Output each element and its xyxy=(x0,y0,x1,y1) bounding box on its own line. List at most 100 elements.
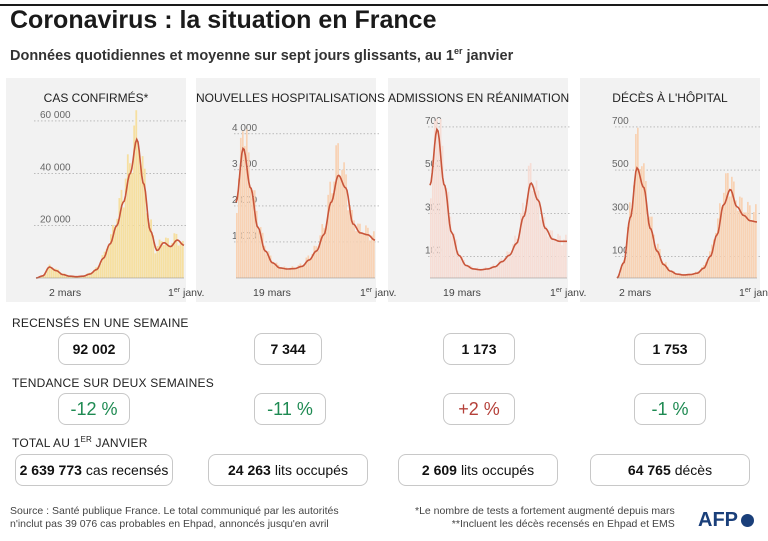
daily-bar-deaths xyxy=(655,247,657,278)
daily-bar-icu xyxy=(441,145,444,278)
daily-bar-deaths xyxy=(755,204,757,278)
daily-bar-hospitalisations xyxy=(311,253,314,278)
chart-title-icu: ADMISSIONS EN RÉANIMATION xyxy=(388,91,570,105)
chart-title-deaths: DÉCÈS À L'HÔPITAL xyxy=(612,91,728,105)
daily-bar-cases xyxy=(52,268,55,278)
daily-bar-icu xyxy=(453,233,456,278)
trend-box-deaths: -1 % xyxy=(634,393,706,425)
daily-bar-deaths xyxy=(673,271,675,278)
daily-bar-icu xyxy=(555,240,557,278)
daily-bar-icu xyxy=(455,239,458,278)
daily-bar-cases xyxy=(175,233,178,278)
daily-bar-hospitalisations xyxy=(249,187,252,278)
daily-bar-icu xyxy=(531,190,534,278)
daily-bar-cases xyxy=(150,219,152,278)
daily-bar-deaths xyxy=(703,264,705,278)
daily-bar-deaths xyxy=(749,205,751,278)
daily-bar-deaths xyxy=(625,257,627,278)
daily-bar-cases xyxy=(135,110,138,278)
avg-line-hospitalisations xyxy=(235,146,376,270)
avg-line-icu xyxy=(429,127,567,271)
daily-bar-cases xyxy=(97,266,100,278)
daily-bar-deaths xyxy=(717,218,719,278)
daily-bar-cases xyxy=(101,255,104,278)
daily-bar-cases xyxy=(181,240,184,278)
daily-bar-icu xyxy=(447,191,450,278)
daily-bar-icu xyxy=(476,267,479,278)
daily-bar-cases xyxy=(160,241,163,278)
daily-bar-hospitalisations xyxy=(283,266,286,278)
daily-bar-icu xyxy=(443,184,446,278)
daily-bar-deaths xyxy=(737,210,739,278)
daily-bar-deaths xyxy=(671,270,673,278)
trend-box-cases: -12 % xyxy=(58,393,130,425)
daily-bar-icu xyxy=(559,235,561,278)
daily-bar-deaths xyxy=(753,212,755,278)
daily-bar-deaths xyxy=(741,197,743,278)
daily-bar-icu xyxy=(512,244,514,278)
daily-bar-hospitalisations xyxy=(371,235,373,278)
daily-bar-icu xyxy=(547,236,550,278)
daily-bar-cases xyxy=(110,234,112,278)
daily-bar-deaths xyxy=(635,133,637,278)
daily-bar-icu xyxy=(478,268,481,278)
ytick-label-icu: 700 xyxy=(425,116,442,127)
daily-bar-hospitalisations xyxy=(297,265,300,278)
daily-bar-deaths xyxy=(629,202,631,278)
daily-bar-deaths xyxy=(705,262,707,278)
daily-bar-icu xyxy=(539,219,542,278)
daily-bar-deaths xyxy=(659,248,661,278)
daily-bar-icu xyxy=(469,265,471,278)
chart-deaths: 100 300 500 700 2 mars 1er janv. xyxy=(612,116,768,299)
daily-bar-deaths xyxy=(643,163,645,278)
daily-bar-deaths xyxy=(675,273,677,278)
daily-bar-cases xyxy=(173,233,176,278)
ytick-label-cases: 20 000 xyxy=(40,215,71,226)
daily-bar-hospitalisations xyxy=(285,267,288,278)
daily-bar-cases xyxy=(59,272,62,278)
xtick-label-end-cases: 1er janv. xyxy=(168,287,204,299)
daily-bar-hospitalisations xyxy=(303,264,306,278)
total-value-hospitalisations: 24 263 xyxy=(228,462,271,478)
daily-bar-hospitalisations xyxy=(241,131,244,278)
daily-bar-icu xyxy=(523,210,526,278)
daily-bar-deaths xyxy=(723,192,725,278)
daily-bar-deaths xyxy=(701,267,703,278)
daily-bar-hospitalisations xyxy=(279,267,282,278)
daily-bar-hospitalisations xyxy=(259,227,262,278)
daily-bar-icu xyxy=(496,265,499,278)
daily-bar-hospitalisations xyxy=(275,262,278,278)
row-label-trend: TENDANCE SUR DEUX SEMAINES xyxy=(12,376,214,390)
daily-bar-icu xyxy=(486,267,489,278)
daily-bar-icu xyxy=(508,251,510,278)
daily-bar-hospitalisations xyxy=(349,206,351,278)
daily-bar-icu xyxy=(482,268,485,278)
daily-bar-cases xyxy=(141,156,144,278)
daily-bar-cases xyxy=(61,273,64,278)
daily-bar-icu xyxy=(433,120,436,278)
daily-bar-hospitalisations xyxy=(307,255,310,278)
daily-bar-hospitalisations xyxy=(343,162,345,278)
daily-bar-hospitalisations xyxy=(315,246,318,278)
xtick-label-start-icu: 19 mars xyxy=(443,287,481,299)
daily-bar-hospitalisations xyxy=(317,250,320,278)
ytick-label-hospitalisations: 4 000 xyxy=(232,123,257,134)
xtick-label-end-hospitalisations: 1er janv. xyxy=(360,287,396,299)
daily-bar-icu xyxy=(480,270,483,278)
daily-bar-cases xyxy=(118,198,121,278)
daily-bar-hospitalisations xyxy=(293,267,296,278)
daily-bar-cases xyxy=(162,245,165,278)
daily-bar-hospitalisations xyxy=(287,269,290,278)
daily-bar-hospitalisations xyxy=(263,245,266,278)
daily-bar-deaths xyxy=(695,271,697,278)
daily-bar-deaths xyxy=(709,251,711,278)
daily-bar-cases xyxy=(44,274,47,278)
daily-bar-hospitalisations xyxy=(341,169,343,278)
daily-bar-cases xyxy=(164,237,167,278)
chart-title-cases: CAS CONFIRMÉS* xyxy=(43,91,149,105)
daily-bar-hospitalisations xyxy=(353,220,355,278)
daily-bar-cases xyxy=(167,238,169,278)
daily-bar-cases xyxy=(105,248,108,278)
daily-bar-icu xyxy=(437,135,440,278)
daily-bar-deaths xyxy=(743,212,745,278)
